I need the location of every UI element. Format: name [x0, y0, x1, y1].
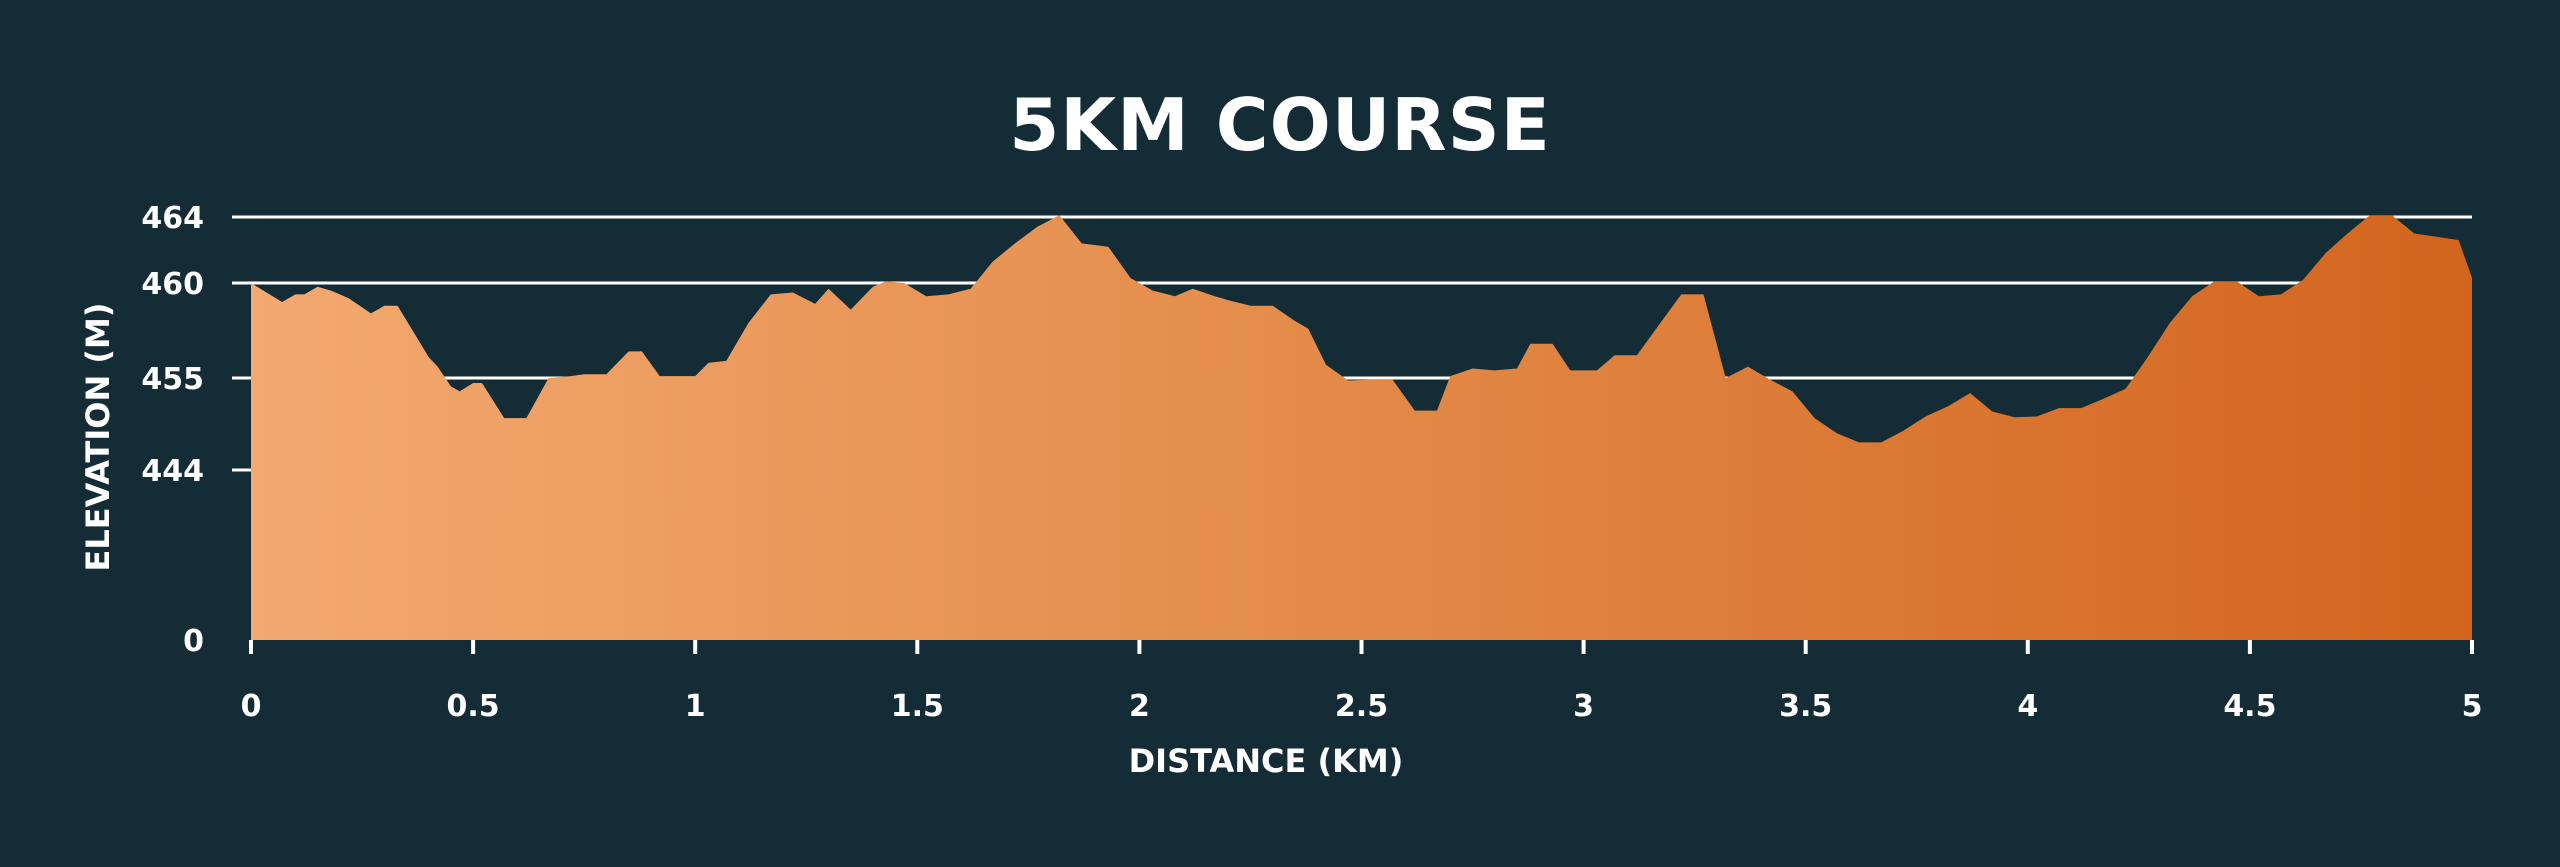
y-tick-label-0: 0	[183, 624, 204, 659]
y-tick-label-444: 444	[141, 454, 204, 489]
x-tick-label-5: 5	[2462, 689, 2483, 724]
chart-title: 5KM COURSE	[1009, 83, 1551, 167]
x-tick-label-2.5: 2.5	[1335, 689, 1388, 724]
x-tick-label-0.5: 0.5	[447, 689, 500, 724]
x-tick-label-1: 1	[685, 689, 706, 724]
y-tick-label-460: 460	[141, 267, 204, 302]
y-axis-ticks: 0 444 455 460 464	[141, 201, 204, 659]
x-tick-label-2: 2	[1129, 689, 1150, 724]
y-axis-label: ELEVATION (M)	[79, 303, 117, 572]
x-tick-label-3.5: 3.5	[1779, 689, 1832, 724]
x-tick-label-1.5: 1.5	[891, 689, 944, 724]
x-axis-label: DISTANCE (KM)	[1129, 742, 1404, 780]
y-tick-label-464: 464	[141, 201, 204, 236]
x-tick-label-4: 4	[2017, 689, 2038, 724]
elevation-area	[251, 215, 2472, 641]
x-axis-ticks: 0 0.5 1 1.5 2 2.5 3 3.5 4 4.5 5	[241, 640, 2483, 724]
x-tick-label-3: 3	[1573, 689, 1594, 724]
elevation-series-area	[251, 215, 2472, 641]
y-tick-label-455: 455	[141, 362, 204, 397]
x-tick-label-0: 0	[241, 689, 262, 724]
x-tick-label-4.5: 4.5	[2223, 689, 2276, 724]
